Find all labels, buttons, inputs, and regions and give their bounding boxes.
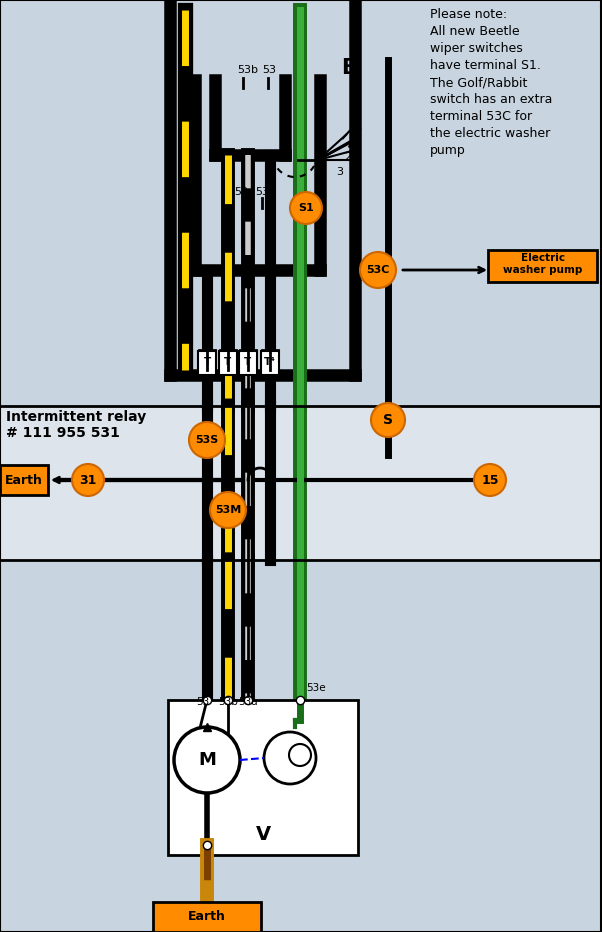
Text: 53a: 53a <box>238 697 258 707</box>
Bar <box>261 351 279 375</box>
Text: 53: 53 <box>262 65 276 75</box>
Text: 53M: 53M <box>215 505 241 515</box>
Circle shape <box>290 192 322 224</box>
Text: M: M <box>198 751 216 769</box>
Text: 53e: 53e <box>255 187 276 197</box>
Text: 53S: 53S <box>196 435 219 445</box>
Text: E: E <box>341 58 355 78</box>
Circle shape <box>174 727 240 793</box>
FancyBboxPatch shape <box>488 250 597 282</box>
Circle shape <box>371 403 405 437</box>
Text: 53b: 53b <box>237 65 258 75</box>
Circle shape <box>474 464 506 496</box>
Text: 1: 1 <box>349 137 356 147</box>
Text: 53a: 53a <box>234 187 255 197</box>
Bar <box>239 351 257 375</box>
Bar <box>0 406 602 560</box>
Text: 31: 31 <box>79 473 97 487</box>
Text: S: S <box>383 413 393 427</box>
Bar <box>0 0 602 406</box>
Text: 53C: 53C <box>366 265 389 275</box>
Circle shape <box>264 732 316 784</box>
Text: 2: 2 <box>344 152 352 162</box>
Text: 53e: 53e <box>306 683 326 693</box>
Text: Intermittent relay
# 111 955 531: Intermittent relay # 111 955 531 <box>6 410 146 440</box>
Bar <box>198 351 216 375</box>
Circle shape <box>210 492 246 528</box>
Circle shape <box>289 744 311 766</box>
Text: Earth: Earth <box>188 910 226 923</box>
Text: 53b: 53b <box>218 697 238 707</box>
Text: 3: 3 <box>337 167 344 177</box>
Circle shape <box>360 252 396 288</box>
Circle shape <box>72 464 104 496</box>
Text: S1: S1 <box>298 203 314 213</box>
Text: T: T <box>244 357 252 367</box>
Text: 53: 53 <box>196 697 209 707</box>
Text: 15: 15 <box>481 473 498 487</box>
Text: V: V <box>255 826 270 844</box>
Text: Electric
washer pump: Electric washer pump <box>503 254 583 275</box>
Bar <box>0 560 602 932</box>
Text: T⁴: T⁴ <box>264 357 276 367</box>
Circle shape <box>189 422 225 458</box>
Text: Earth: Earth <box>5 473 43 487</box>
FancyBboxPatch shape <box>153 902 261 932</box>
Bar <box>219 351 237 375</box>
Text: 0: 0 <box>355 125 361 135</box>
Text: T: T <box>203 357 211 367</box>
Text: Please note:
All new Beetle
wiper switches
have terminal S1.
The Golf/Rabbit
swi: Please note: All new Beetle wiper switch… <box>430 8 553 157</box>
Text: T: T <box>225 357 232 367</box>
Bar <box>168 700 358 855</box>
FancyBboxPatch shape <box>0 465 48 495</box>
